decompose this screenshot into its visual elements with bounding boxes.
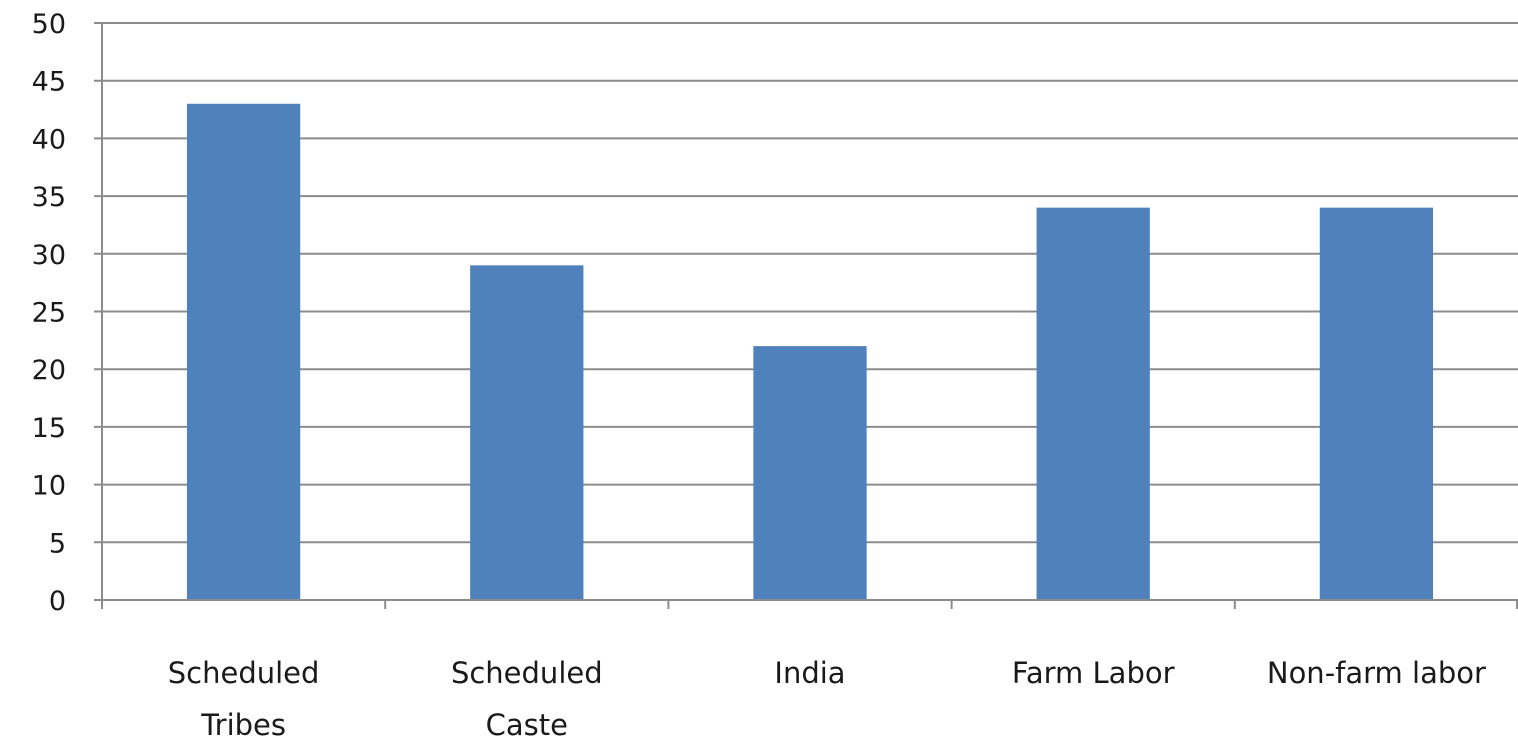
gridlines — [94, 22, 1518, 544]
y-tick-label: 25 — [32, 298, 66, 329]
bars — [186, 103, 1434, 600]
category-labels: Scheduled Tribes Scheduled Caste India Farm L… — [168, 656, 1486, 742]
x-category-label-line: Scheduled — [168, 656, 320, 690]
y-tick-label: 30 — [32, 240, 66, 271]
y-tick-label: 15 — [32, 413, 66, 444]
y-tick-label: 40 — [32, 124, 66, 155]
bar — [470, 265, 584, 600]
y-tick-label: 35 — [32, 182, 66, 213]
bar — [1319, 207, 1434, 600]
x-category-label-line: Tribes — [200, 708, 286, 742]
y-tick-label: 20 — [32, 355, 66, 386]
x-category-label: India — [774, 656, 845, 690]
x-category-label-line: Non-farm labor — [1267, 656, 1486, 690]
bar — [186, 103, 301, 600]
axes — [94, 23, 1518, 609]
x-category-label: Scheduled Tribes — [168, 656, 320, 742]
y-tick-label: 45 — [32, 67, 66, 98]
y-tick-label: 50 — [32, 9, 66, 40]
x-category-label-line: India — [774, 656, 845, 690]
x-category-label-line: Scheduled — [451, 656, 603, 690]
y-tick-label: 5 — [49, 528, 66, 559]
x-category-label: Non-farm labor — [1267, 656, 1486, 690]
y-tick-label: 0 — [49, 586, 66, 617]
y-axis-tick-labels: 0 5 10 15 20 25 30 35 40 45 50 — [32, 9, 66, 617]
x-category-label: Scheduled Caste — [451, 656, 603, 742]
x-category-label-line: Caste — [486, 708, 568, 742]
x-category-label-line: Farm Labor — [1012, 656, 1175, 690]
y-tick-label: 10 — [32, 471, 66, 502]
bar — [1036, 207, 1150, 600]
x-category-label: Farm Labor — [1012, 656, 1175, 690]
bar — [753, 346, 867, 600]
